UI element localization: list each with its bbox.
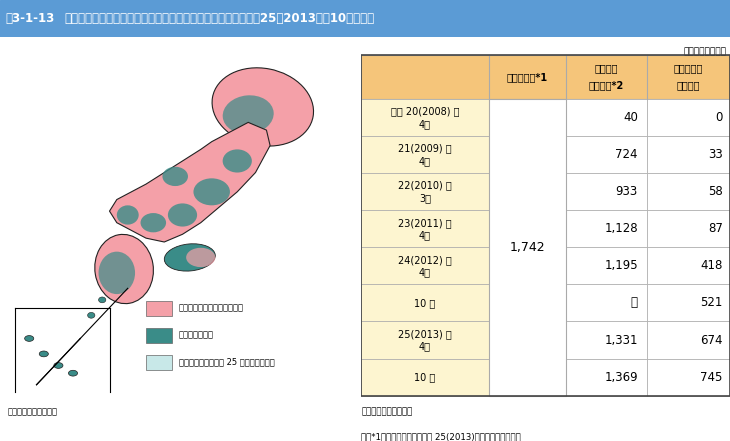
Text: 図3-1-13: 図3-1-13 [5,12,54,25]
Bar [361,99,488,136]
Bar [361,359,488,396]
Bar [488,99,566,396]
Bar [146,302,172,316]
Text: 資料：農林水産省作成: 資料：農林水産省作成 [7,407,57,416]
Text: 実施隊設置: 実施隊設置 [674,64,703,74]
Text: 計画作成: 計画作成 [595,64,618,74]
Bar [566,321,647,359]
Text: 87: 87 [708,222,723,235]
Bar [566,173,647,210]
Ellipse shape [117,206,139,224]
Text: （単位：市町村）: （単位：市町村） [683,47,726,56]
Bar [566,359,647,396]
Ellipse shape [223,95,274,134]
Bar [361,210,488,247]
Text: 計画作成予定（平成 25 年度中）市町村: 計画作成予定（平成 25 年度中）市町村 [179,357,274,366]
Bar [647,359,730,396]
Text: 1,369: 1,369 [604,370,638,384]
Text: 933: 933 [615,185,638,198]
Text: 1,331: 1,331 [604,333,638,347]
Text: 23(2011) 年
4月: 23(2011) 年 4月 [398,218,452,240]
Ellipse shape [54,363,63,368]
Bar [488,359,566,396]
Bar [488,99,566,136]
Ellipse shape [162,167,188,186]
Polygon shape [110,122,270,242]
Text: 市町村数*2: 市町村数*2 [589,81,624,90]
Bar [488,136,566,173]
Text: 674: 674 [700,333,723,347]
Ellipse shape [99,252,135,294]
Text: －: － [631,296,638,310]
Text: 521: 521 [700,296,723,310]
Bar [647,173,730,210]
Text: 全市町村数*1: 全市町村数*1 [507,72,548,82]
Bar [361,55,730,396]
Bar [488,247,566,284]
Text: 24(2012) 年
4月: 24(2012) 年 4月 [398,255,452,277]
Text: 被害防止計画の作成及び鳥獣被害対策実施隊の設置状況（平成25（2013）年10月現在）: 被害防止計画の作成及び鳥獣被害対策実施隊の設置状況（平成25（2013）年10月… [64,12,374,25]
Bar [566,99,647,136]
Bar [566,136,647,173]
Text: 計画作成市町村: 計画作成市町村 [179,330,214,339]
Ellipse shape [212,68,313,146]
Text: 1,128: 1,128 [604,222,638,235]
Bar [488,284,566,321]
Ellipse shape [168,203,197,227]
Text: 21(2009) 年
4月: 21(2009) 年 4月 [398,144,452,166]
Bar [647,247,730,284]
Text: 22(2010) 年
3月: 22(2010) 年 3月 [398,181,452,203]
Bar [361,55,730,99]
Bar [361,284,488,321]
Bar [146,329,172,343]
Bar [647,284,730,321]
Bar [488,321,566,359]
Bar [647,99,730,136]
Bar [647,210,730,247]
Text: 58: 58 [708,185,723,198]
Ellipse shape [39,351,48,357]
Bar [361,136,488,173]
Ellipse shape [69,370,77,376]
Text: 724: 724 [615,148,638,161]
Bar [361,173,488,210]
Text: 1,195: 1,195 [604,259,638,273]
Ellipse shape [223,149,252,172]
Ellipse shape [25,336,34,341]
Ellipse shape [99,297,106,303]
Bar [566,247,647,284]
Ellipse shape [140,213,166,232]
Ellipse shape [186,248,215,267]
Bar [566,210,647,247]
Text: 注：*1　特別区を含む（平成 25(2013)年１月１日現在）。: 注：*1 特別区を含む（平成 25(2013)年１月１日現在）。 [361,432,521,441]
Text: 1,742: 1,742 [510,241,545,254]
Text: 745: 745 [700,370,723,384]
Text: 市町村数: 市町村数 [677,81,700,90]
Text: 25(2013) 年
4月: 25(2013) 年 4月 [398,329,452,351]
Text: 40: 40 [623,111,638,124]
Ellipse shape [164,244,215,271]
Bar [647,321,730,359]
Ellipse shape [95,234,153,304]
Bar [566,284,647,321]
Bar [647,136,730,173]
Text: 計画作成・実施隊設置市町村: 計画作成・実施隊設置市町村 [179,303,244,312]
Text: 10 月: 10 月 [415,372,436,382]
Bar [361,321,488,359]
Text: 10 月: 10 月 [415,298,436,308]
Text: 33: 33 [708,148,723,161]
Bar [488,210,566,247]
Bar [488,173,566,210]
Ellipse shape [88,312,95,318]
Text: 418: 418 [700,259,723,273]
Text: 資料：農林水産省調べ: 資料：農林水産省調べ [361,407,412,416]
Bar [146,355,172,370]
Text: 平成 20(2008) 年
4月: 平成 20(2008) 年 4月 [391,107,459,129]
Text: 0: 0 [715,111,723,124]
Bar [361,247,488,284]
Ellipse shape [193,178,230,206]
